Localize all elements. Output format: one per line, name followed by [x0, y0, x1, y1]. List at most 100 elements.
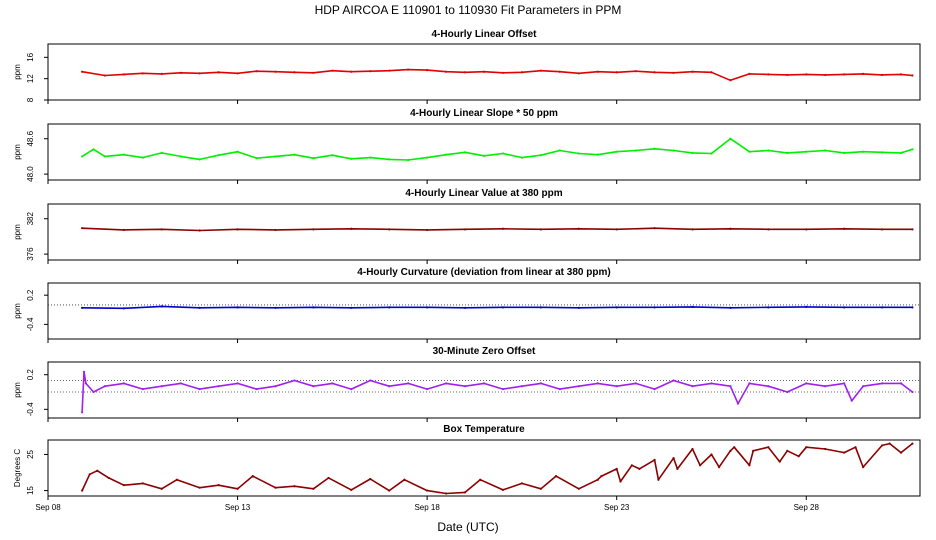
data-point	[699, 464, 702, 467]
data-point	[615, 467, 618, 471]
data-point	[729, 137, 732, 140]
data-point	[786, 449, 789, 452]
y-tick-label: 376	[26, 247, 35, 261]
x-tick-label: Sep 08	[35, 503, 61, 512]
data-point	[672, 71, 675, 74]
data-point	[634, 382, 637, 385]
panel-title: Box Temperature	[443, 424, 525, 435]
data-point	[426, 228, 429, 232]
data-point	[843, 73, 846, 76]
y-tick-label: 382	[26, 212, 35, 226]
data-point	[312, 487, 315, 490]
data-point	[463, 491, 467, 494]
x-tick-label: Sep 18	[414, 503, 440, 512]
y-tick-label: 8	[26, 97, 35, 102]
data-point	[899, 451, 903, 454]
data-point	[805, 73, 808, 76]
data-point	[463, 306, 467, 309]
data-point	[407, 68, 410, 71]
plot-frame	[47, 439, 921, 497]
data-point	[463, 151, 467, 154]
data-point	[539, 382, 542, 385]
y-axis-label: ppm	[13, 64, 22, 80]
data-point	[786, 73, 789, 77]
data-point	[160, 72, 163, 75]
data-point	[638, 467, 641, 471]
data-point	[501, 306, 505, 309]
data-point	[676, 467, 679, 471]
plot-frame	[47, 361, 921, 419]
series-line	[81, 442, 913, 495]
data-point	[160, 487, 163, 490]
data-point	[797, 455, 800, 458]
data-point	[236, 382, 239, 385]
data-point	[805, 228, 808, 231]
data-point	[103, 155, 106, 158]
y-tick-label: 0.2	[26, 289, 35, 301]
data-point	[748, 382, 751, 385]
y-tick-label: 48.6	[26, 130, 35, 146]
data-point	[122, 382, 125, 385]
data-point	[577, 152, 580, 155]
data-point	[236, 228, 239, 231]
data-point	[81, 489, 84, 492]
data-point	[767, 149, 770, 152]
data-point	[672, 149, 675, 152]
panel-1: 4-Hourly Linear Offset ppm 8 12 16	[13, 29, 921, 104]
data-point	[691, 305, 694, 308]
data-point	[615, 150, 618, 153]
y-tick-label: 15	[26, 486, 35, 495]
data-point	[805, 305, 808, 308]
x-tick-label: Sep 13	[225, 503, 251, 512]
data-point	[369, 477, 372, 481]
data-point	[236, 150, 239, 153]
data-point	[736, 402, 740, 405]
data-point	[501, 488, 505, 491]
data-point	[577, 72, 580, 75]
data-point	[824, 447, 827, 451]
data-point	[653, 458, 656, 461]
data-point	[198, 229, 201, 232]
data-point	[160, 228, 163, 231]
y-axis-label: Degrees C	[13, 449, 22, 487]
data-point	[350, 388, 353, 391]
data-point	[388, 69, 391, 72]
data-point	[880, 151, 884, 154]
data-point	[331, 154, 334, 157]
data-point	[331, 382, 334, 385]
series-line	[82, 305, 913, 310]
data-point	[369, 70, 372, 73]
plot-frame	[47, 123, 921, 181]
data-point	[293, 71, 296, 74]
data-point	[501, 388, 505, 391]
data-point	[236, 487, 239, 490]
y-tick-label: -0.4	[26, 402, 35, 416]
data-point	[122, 484, 125, 487]
data-point	[554, 475, 558, 478]
data-point	[691, 70, 694, 73]
data-point	[482, 70, 486, 73]
data-point	[710, 382, 713, 385]
data-point	[236, 306, 239, 309]
data-point	[843, 451, 846, 454]
data-point	[331, 69, 334, 72]
data-point	[327, 476, 330, 480]
data-point	[293, 379, 296, 382]
data-point	[198, 388, 201, 391]
data-point	[843, 227, 846, 230]
data-point	[160, 151, 163, 154]
panel-title: 4-Hourly Linear Slope * 50 ppm	[410, 108, 558, 119]
y-tick-label: 12	[26, 74, 35, 83]
data-point	[369, 379, 372, 382]
data-point	[733, 446, 736, 449]
data-point	[198, 306, 201, 309]
panel-title: 4-Hourly Linear Value at 380 ppm	[405, 188, 562, 199]
x-axis: Sep 08 Sep 13 Sep 18 Sep 23 Sep 28	[35, 503, 819, 512]
plot-frame	[47, 43, 921, 101]
data-point	[274, 228, 277, 232]
data-point	[630, 464, 633, 467]
data-point	[255, 157, 258, 160]
data-point	[403, 478, 406, 481]
data-point	[767, 228, 770, 231]
data-point	[767, 446, 770, 449]
